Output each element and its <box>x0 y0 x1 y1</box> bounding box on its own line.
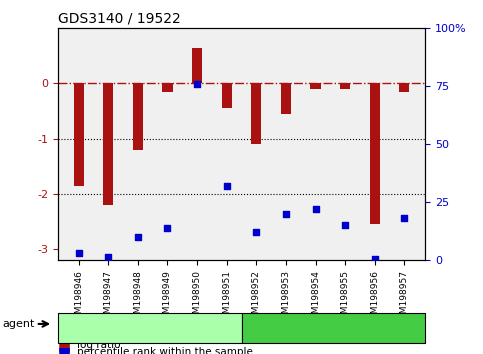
Text: percentile rank within the sample: percentile rank within the sample <box>77 347 253 354</box>
Bar <box>340 84 350 89</box>
Text: log ratio: log ratio <box>77 340 121 350</box>
Point <box>104 254 112 259</box>
Text: ■: ■ <box>58 345 71 354</box>
Point <box>282 211 290 217</box>
Point <box>75 250 83 256</box>
Point <box>164 225 171 230</box>
Text: agent: agent <box>2 319 35 329</box>
Point <box>253 229 260 235</box>
Point <box>371 256 379 262</box>
Bar <box>311 84 321 89</box>
Point <box>341 222 349 228</box>
Bar <box>222 84 232 108</box>
Point <box>193 81 201 87</box>
Point <box>223 183 230 189</box>
Text: ■: ■ <box>58 338 71 352</box>
Bar <box>73 84 84 185</box>
Bar <box>281 84 291 114</box>
Point <box>400 216 408 221</box>
Bar <box>192 48 202 84</box>
Bar <box>162 84 173 92</box>
Point <box>134 234 142 240</box>
Point <box>312 206 319 212</box>
Bar <box>133 84 143 150</box>
Text: control: control <box>128 322 171 335</box>
Bar <box>103 84 114 205</box>
Bar <box>251 84 261 144</box>
Text: GDS3140 / 19522: GDS3140 / 19522 <box>58 12 181 26</box>
Bar <box>369 84 380 224</box>
Text: lithium: lithium <box>312 322 355 335</box>
Bar <box>399 84 410 92</box>
